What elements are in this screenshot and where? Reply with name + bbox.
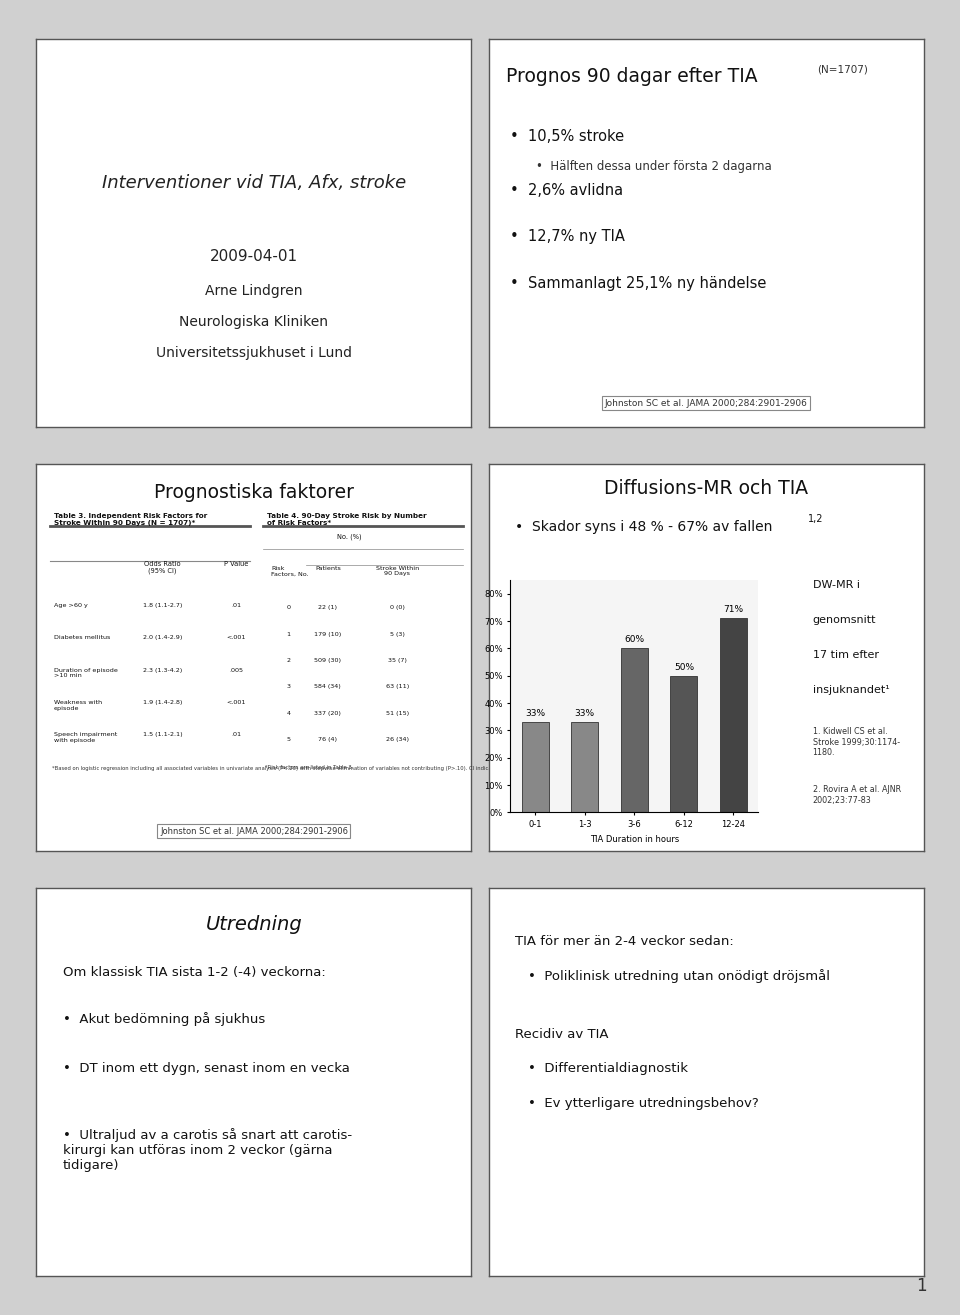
Text: Neurologiska Kliniken: Neurologiska Kliniken [180,316,328,329]
Text: 509 (30): 509 (30) [314,658,342,663]
Text: 71%: 71% [723,605,743,614]
Text: Johnston SC et al. JAMA 2000;284:2901-2906: Johnston SC et al. JAMA 2000;284:2901-29… [160,827,348,836]
Text: Utredning: Utredning [205,915,302,934]
Text: 35 (7): 35 (7) [388,658,407,663]
Text: 60%: 60% [624,635,644,644]
Text: •  12,7% ny TIA: • 12,7% ny TIA [511,229,625,245]
Text: 50%: 50% [674,663,694,672]
Text: <.001: <.001 [227,700,247,705]
Text: Diabetes mellitus: Diabetes mellitus [54,635,110,640]
Text: 2. Rovira A et al. AJNR
2002;23:77-83: 2. Rovira A et al. AJNR 2002;23:77-83 [812,785,900,805]
Text: Universitetssjukhuset i Lund: Universitetssjukhuset i Lund [156,346,352,360]
Text: 63 (11): 63 (11) [386,684,409,689]
Text: 2.0 (1.4-2.9): 2.0 (1.4-2.9) [143,635,182,640]
Text: .005: .005 [229,668,244,672]
Text: 5 (3): 5 (3) [390,631,405,636]
Text: P Value: P Value [225,560,249,567]
Text: Table 3. Independent Risk Factors for
Stroke Within 90 Days (N = 1707)*: Table 3. Independent Risk Factors for St… [54,513,207,526]
Bar [720,618,747,813]
Text: 17 tim efter: 17 tim efter [812,650,878,660]
Bar [670,676,698,813]
Text: •  DT inom ett dygn, senast inom en vecka: • DT inom ett dygn, senast inom en vecka [62,1063,349,1076]
Text: •  10,5% stroke: • 10,5% stroke [511,129,625,143]
Text: 2: 2 [287,658,291,663]
Text: •  Hälften dessa under första 2 dagarna: • Hälften dessa under första 2 dagarna [537,159,772,172]
Text: Arne Lindgren: Arne Lindgren [205,284,302,299]
Text: 22 (1): 22 (1) [319,605,337,610]
Text: <.001: <.001 [227,635,247,640]
Text: Johnston SC et al. JAMA 2000;284:2901-2906: Johnston SC et al. JAMA 2000;284:2901-29… [605,398,807,408]
Text: Diffusions-MR och TIA: Diffusions-MR och TIA [604,479,808,498]
Text: 179 (10): 179 (10) [314,631,342,636]
Text: 4: 4 [287,710,291,715]
Text: Odds Ratio
(95% CI): Odds Ratio (95% CI) [144,560,180,575]
Text: •  Poliklinisk utredning utan onödigt dröjsmål: • Poliklinisk utredning utan onödigt drö… [528,969,829,984]
Text: Speech impairment
with episode: Speech impairment with episode [54,732,117,743]
Text: *Risk factors are listed in Table 3.: *Risk factors are listed in Table 3. [265,765,353,771]
Text: 1.8 (1.1-2.7): 1.8 (1.1-2.7) [143,604,182,609]
Text: 5: 5 [287,736,291,742]
Text: 584 (34): 584 (34) [315,684,341,689]
Text: Patients: Patients [315,565,341,571]
Bar [571,722,598,813]
Text: .01: .01 [231,732,242,736]
Text: Duration of episode
>10 min: Duration of episode >10 min [54,668,118,679]
Text: 1: 1 [916,1277,926,1295]
Text: Recidiv av TIA: Recidiv av TIA [515,1027,609,1040]
Text: *Based on logistic regression including all associated variables in univariate a: *Based on logistic regression including … [52,767,554,771]
Text: (N=1707): (N=1707) [817,64,868,75]
Text: 0: 0 [287,605,291,610]
X-axis label: TIA Duration in hours: TIA Duration in hours [589,835,679,844]
Text: 337 (20): 337 (20) [315,710,342,715]
Text: Interventioner vid TIA, Afx, stroke: Interventioner vid TIA, Afx, stroke [102,174,406,192]
Text: 2009-04-01: 2009-04-01 [210,249,298,264]
Bar [521,722,549,813]
Text: •  Akut bedömning på sjukhus: • Akut bedömning på sjukhus [62,1013,265,1026]
Text: Prognostiska faktorer: Prognostiska faktorer [154,483,354,502]
Text: Weakness with
episode: Weakness with episode [54,700,102,710]
Text: 1.5 (1.1-2.1): 1.5 (1.1-2.1) [143,732,182,736]
Text: 51 (15): 51 (15) [386,710,409,715]
Text: •  Skador syns i 48 % - 67% av fallen: • Skador syns i 48 % - 67% av fallen [515,519,772,534]
Text: 3: 3 [287,684,291,689]
Text: Stroke Within
90 Days: Stroke Within 90 Days [375,565,420,576]
Text: Prognos 90 dagar efter TIA: Prognos 90 dagar efter TIA [506,67,757,85]
Text: DW-MR i: DW-MR i [812,580,859,590]
Text: •  Sammanlagt 25,1% ny händelse: • Sammanlagt 25,1% ny händelse [511,276,767,291]
Text: •  Differentialdiagnostik: • Differentialdiagnostik [528,1063,687,1076]
Text: TIA för mer än 2-4 veckor sedan:: TIA för mer än 2-4 veckor sedan: [515,935,733,948]
Text: genomsnitt: genomsnitt [812,615,876,625]
Text: .01: .01 [231,604,242,609]
Text: 76 (4): 76 (4) [319,736,337,742]
Text: 33%: 33% [575,709,595,718]
Bar [621,648,648,813]
Text: No. (%): No. (%) [337,534,362,540]
Text: 26 (34): 26 (34) [386,736,409,742]
Text: insjuknandet¹: insjuknandet¹ [812,685,889,694]
Text: •  Ev ytterligare utredningsbehov?: • Ev ytterligare utredningsbehov? [528,1097,758,1110]
Text: 1. Kidwell CS et al.
Stroke 1999;30:1174-
1180.: 1. Kidwell CS et al. Stroke 1999;30:1174… [812,727,900,757]
Text: Table 4. 90-Day Stroke Risk by Number
of Risk Factors*: Table 4. 90-Day Stroke Risk by Number of… [267,513,426,526]
Text: 0 (0): 0 (0) [390,605,405,610]
Text: Age >60 y: Age >60 y [54,604,87,609]
Text: •  2,6% avlidna: • 2,6% avlidna [511,183,623,197]
Text: 33%: 33% [525,709,545,718]
Text: 1.9 (1.4-2.8): 1.9 (1.4-2.8) [143,700,182,705]
Text: 2.3 (1.3-4.2): 2.3 (1.3-4.2) [143,668,182,672]
Text: 1: 1 [287,631,291,636]
Text: 1,2: 1,2 [808,514,824,525]
Text: Risk
Factors, No.: Risk Factors, No. [272,565,309,576]
Text: •  Ultraljud av a carotis så snart att carotis-
kirurgi kan utföras inom 2 vecko: • Ultraljud av a carotis så snart att ca… [62,1128,351,1172]
Text: Om klassisk TIA sista 1-2 (-4) veckorna:: Om klassisk TIA sista 1-2 (-4) veckorna: [62,965,325,978]
